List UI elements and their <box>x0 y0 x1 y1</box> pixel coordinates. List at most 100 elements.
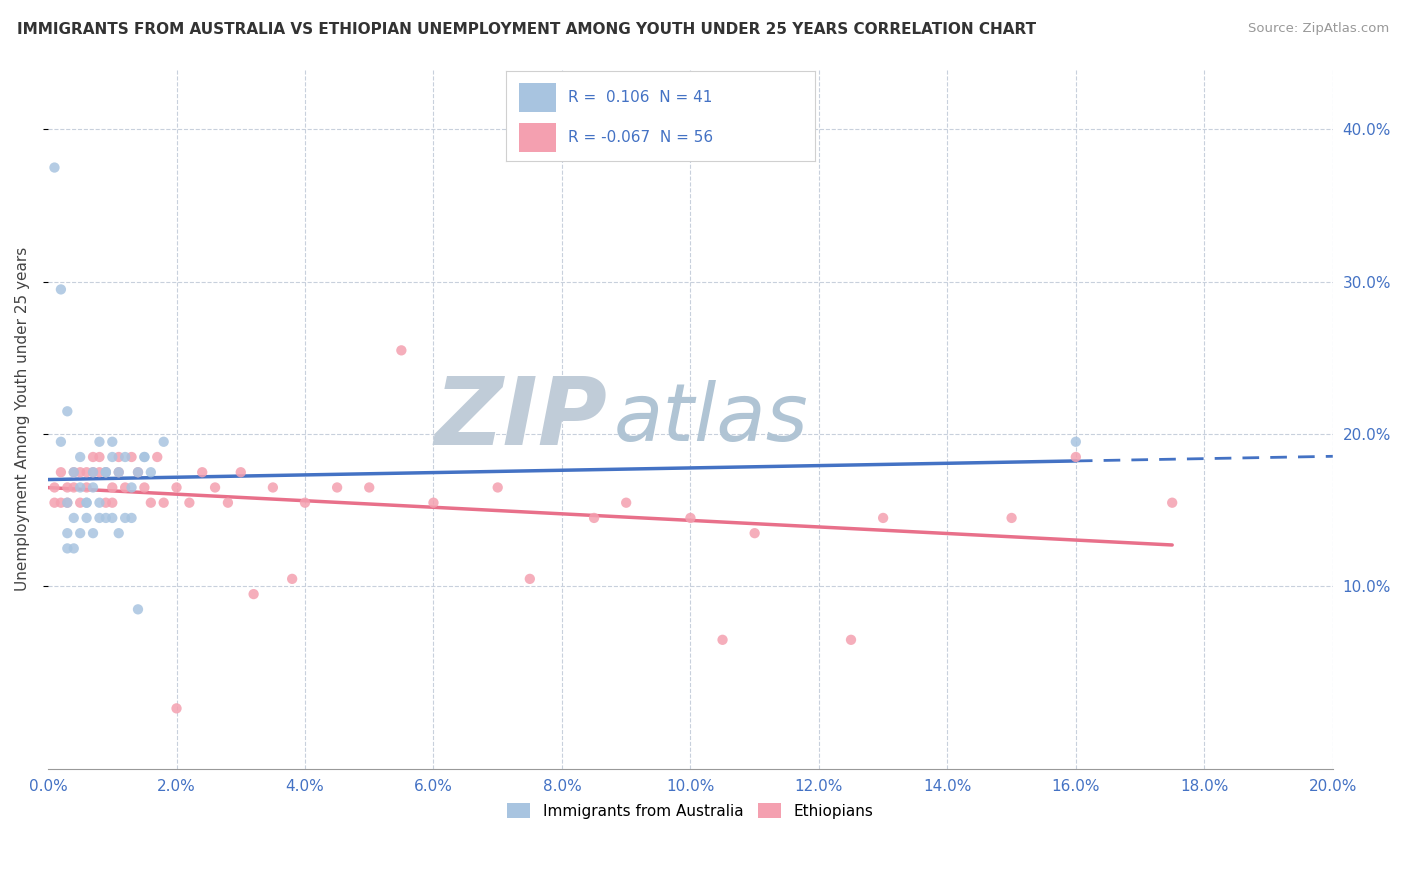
Point <box>101 450 124 464</box>
Point <box>56 541 79 556</box>
Point <box>101 434 124 449</box>
Text: R = -0.067  N = 56: R = -0.067 N = 56 <box>568 130 713 145</box>
Point <box>679 511 702 525</box>
Point <box>127 465 149 479</box>
Point <box>166 480 188 494</box>
Point <box>711 632 734 647</box>
Point <box>583 511 606 525</box>
Point <box>69 496 91 510</box>
Point <box>179 496 201 510</box>
Legend: Immigrants from Australia, Ethiopians: Immigrants from Australia, Ethiopians <box>502 797 880 825</box>
Point <box>89 450 111 464</box>
Point <box>49 496 72 510</box>
Point <box>94 465 117 479</box>
Point <box>121 450 143 464</box>
Point <box>146 450 169 464</box>
Point <box>69 526 91 541</box>
Point <box>62 465 84 479</box>
Point <box>217 496 239 510</box>
Point <box>69 450 91 464</box>
Point <box>107 450 129 464</box>
FancyBboxPatch shape <box>519 123 555 152</box>
Point <box>107 465 129 479</box>
Point <box>89 465 111 479</box>
Point <box>44 496 66 510</box>
Point <box>56 404 79 418</box>
Point <box>69 465 91 479</box>
Point <box>89 434 111 449</box>
Point <box>76 480 98 494</box>
Point <box>281 572 304 586</box>
Point <box>127 602 149 616</box>
Text: R =  0.106  N = 41: R = 0.106 N = 41 <box>568 90 713 104</box>
Text: ZIP: ZIP <box>434 373 607 465</box>
Point <box>326 480 349 494</box>
Point <box>204 480 226 494</box>
Point <box>294 496 316 510</box>
Point <box>839 632 862 647</box>
Point <box>519 572 541 586</box>
Point <box>872 511 894 525</box>
Point <box>107 526 129 541</box>
Point <box>139 496 162 510</box>
Point <box>262 480 284 494</box>
Point <box>1161 496 1184 510</box>
Point <box>94 465 117 479</box>
Point <box>127 465 149 479</box>
Point <box>82 526 104 541</box>
Point <box>62 511 84 525</box>
Point <box>56 480 79 494</box>
Point <box>49 465 72 479</box>
Point <box>744 526 766 541</box>
Point <box>82 465 104 479</box>
Point <box>1064 434 1087 449</box>
Point <box>134 450 156 464</box>
Point <box>359 480 381 494</box>
Point <box>191 465 214 479</box>
Point <box>166 701 188 715</box>
Point <box>62 541 84 556</box>
Point <box>114 511 136 525</box>
Point <box>82 480 104 494</box>
Point <box>121 480 143 494</box>
Point <box>486 480 509 494</box>
Point <box>114 450 136 464</box>
Point <box>76 496 98 510</box>
Point <box>1064 450 1087 464</box>
Y-axis label: Unemployment Among Youth under 25 years: Unemployment Among Youth under 25 years <box>15 247 30 591</box>
Point <box>114 480 136 494</box>
Point <box>101 511 124 525</box>
Point <box>1000 511 1022 525</box>
Point <box>121 511 143 525</box>
Point <box>56 496 79 510</box>
Point <box>94 511 117 525</box>
Point <box>242 587 264 601</box>
Point <box>94 465 117 479</box>
Point <box>134 480 156 494</box>
Point <box>422 496 444 510</box>
Point <box>101 496 124 510</box>
Point <box>82 465 104 479</box>
Point <box>76 465 98 479</box>
Point <box>229 465 252 479</box>
Point <box>82 450 104 464</box>
Point <box>69 480 91 494</box>
Point <box>101 480 124 494</box>
Point <box>56 526 79 541</box>
Point <box>139 465 162 479</box>
Point <box>389 343 412 358</box>
Text: atlas: atlas <box>613 380 808 458</box>
Point <box>152 496 174 510</box>
Point <box>44 161 66 175</box>
Point <box>44 480 66 494</box>
Point <box>94 496 117 510</box>
Point <box>107 465 129 479</box>
Text: Source: ZipAtlas.com: Source: ZipAtlas.com <box>1249 22 1389 36</box>
Point <box>89 496 111 510</box>
Point <box>49 282 72 296</box>
Text: IMMIGRANTS FROM AUSTRALIA VS ETHIOPIAN UNEMPLOYMENT AMONG YOUTH UNDER 25 YEARS C: IMMIGRANTS FROM AUSTRALIA VS ETHIOPIAN U… <box>17 22 1036 37</box>
Point <box>76 511 98 525</box>
Point <box>152 434 174 449</box>
Point <box>56 496 79 510</box>
FancyBboxPatch shape <box>519 83 555 112</box>
